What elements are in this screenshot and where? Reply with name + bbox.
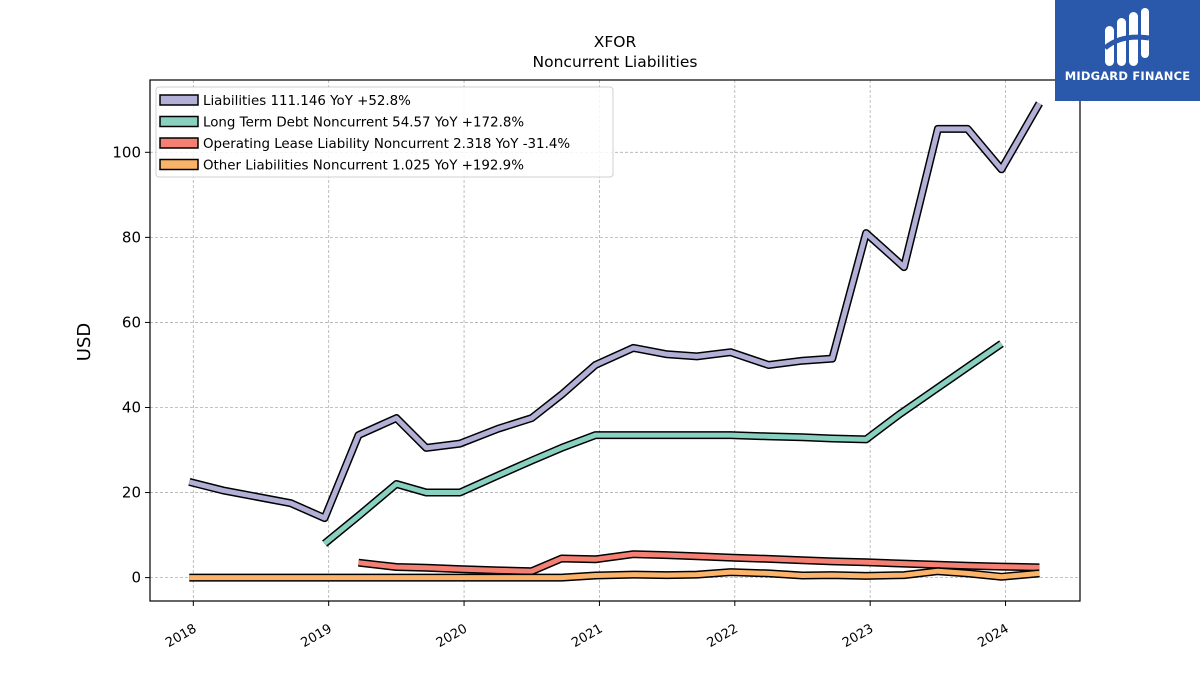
series-line — [188, 102, 1042, 521]
brand-name: MIDGARD FINANCE — [1064, 69, 1191, 83]
x-tick-label: 2020 — [434, 621, 470, 651]
y-tick-label: 60 — [122, 313, 141, 331]
legend-box — [155, 86, 614, 178]
series-line — [358, 551, 1040, 574]
legend-label: Long Term Debt Noncurrent 54.57 YoY +172… — [203, 116, 524, 131]
x-tick-label: 2022 — [705, 621, 741, 651]
x-tick-label: 2019 — [299, 621, 335, 651]
legend-swatch — [159, 94, 199, 106]
series-line — [189, 568, 1040, 581]
legend-swatch — [159, 115, 199, 128]
legend: Liabilities 111.146 YoY +52.8% Long Term … — [155, 86, 614, 178]
chart-title: XFOR — [594, 33, 637, 51]
y-tick-label: 20 — [122, 484, 141, 502]
legend-swatch — [159, 158, 199, 171]
y-tick-label: 100 — [112, 143, 141, 161]
chart-subtitle: Noncurrent Liabilities — [533, 53, 698, 71]
y-tick-label: 40 — [122, 398, 141, 416]
x-tick-label: 2023 — [840, 621, 876, 651]
series-lines — [188, 101, 1043, 582]
y-tick-label: 0 — [131, 569, 141, 587]
series-line — [323, 341, 1003, 546]
legend-swatch — [159, 137, 199, 149]
x-tick-label: 2024 — [975, 621, 1011, 651]
legend-label: Operating Lease Liability Noncurrent 2.3… — [203, 137, 570, 152]
legend-label: Liabilities 111.146 YoY +52.8% — [203, 94, 411, 109]
plot-frame — [149, 79, 1081, 602]
y-axis-label: USD — [74, 323, 95, 361]
x-tick-label: 2021 — [569, 621, 605, 651]
brand-logo-icon — [1103, 8, 1150, 66]
legend-label: Other Liabilities Noncurrent 1.025 YoY +… — [203, 159, 524, 174]
brand-logo: MIDGARD FINANCE — [1055, 0, 1200, 101]
x-tick-label: 2018 — [163, 621, 199, 651]
y-tick-label: 80 — [122, 228, 141, 246]
